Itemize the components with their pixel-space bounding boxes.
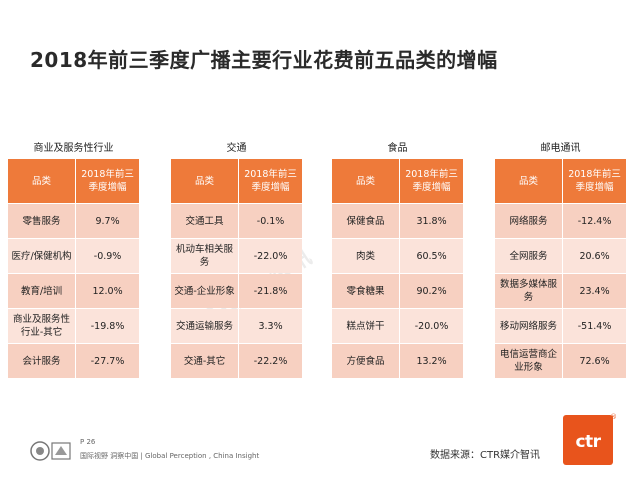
- column-header-growth: 2018年前三季度增幅: [563, 159, 626, 203]
- footer-tagline: 国际视野 洞察中国 | Global Perception , China In…: [80, 452, 260, 460]
- table-row: 数据多媒体服务 23.4%: [495, 274, 626, 308]
- table-row: 保健食品 31.8%: [332, 204, 463, 238]
- growth-cell: -0.9%: [76, 239, 139, 273]
- table-row: 医疗/保健机构 -0.9%: [8, 239, 139, 273]
- table-row: 会计服务 -27.7%: [8, 344, 139, 378]
- table-row: 教育/培训 12.0%: [8, 274, 139, 308]
- category-cell: 保健食品: [332, 204, 401, 238]
- category-cell: 医疗/保健机构: [8, 239, 77, 273]
- growth-cell: 3.3%: [239, 309, 302, 343]
- growth-cell: -27.7%: [76, 344, 139, 378]
- category-cell: 糕点饼干: [332, 309, 401, 343]
- page-number: P 26: [80, 438, 96, 446]
- category-cell: 方便食品: [332, 344, 401, 378]
- column-header-category: 品类: [8, 159, 77, 203]
- table-row: 零食糖果 90.2%: [332, 274, 463, 308]
- category-cell: 会计服务: [8, 344, 77, 378]
- table-caption: 邮电通讯: [540, 143, 581, 154]
- table-header-row: 品类 2018年前三季度增幅: [171, 159, 302, 203]
- table-caption: 交通: [226, 143, 247, 154]
- growth-cell: 20.6%: [563, 239, 626, 273]
- table-row: 商业及服务性行业-其它 -19.8%: [8, 309, 139, 343]
- column-header-growth: 2018年前三季度增幅: [239, 159, 302, 203]
- growth-cell: -20.0%: [400, 309, 463, 343]
- table-row: 交通工具 -0.1%: [171, 204, 302, 238]
- category-cell: 交通运输服务: [171, 309, 240, 343]
- growth-cell: -19.8%: [76, 309, 139, 343]
- table-header-row: 品类 2018年前三季度增幅: [8, 159, 139, 203]
- table-row: 网络服务 -12.4%: [495, 204, 626, 238]
- growth-cell: 9.7%: [76, 204, 139, 238]
- table-caption: 食品: [387, 143, 408, 154]
- table-header-row: 品类 2018年前三季度增幅: [495, 159, 626, 203]
- table-panel-telecom: 邮电通讯 品类 2018年前三季度增幅 网络服务 -12.4% 全网服务 20.…: [495, 140, 626, 379]
- category-cell: 机动车相关服务: [171, 239, 240, 273]
- growth-cell: 12.0%: [76, 274, 139, 308]
- growth-cell: -21.8%: [239, 274, 302, 308]
- column-header-growth: 2018年前三季度增幅: [76, 159, 139, 203]
- table-header-row: 品类 2018年前三季度增幅: [332, 159, 463, 203]
- growth-cell: 60.5%: [400, 239, 463, 273]
- growth-cell: -22.0%: [239, 239, 302, 273]
- table-panel-commerce: 商业及服务性行业 品类 2018年前三季度增幅 零售服务 9.7% 医疗/保健机…: [8, 140, 139, 379]
- category-cell: 肉类: [332, 239, 401, 273]
- category-cell: 移动网络服务: [495, 309, 564, 343]
- category-cell: 交通-企业形象: [171, 274, 240, 308]
- column-header-category: 品类: [332, 159, 401, 203]
- category-cell: 教育/培训: [8, 274, 77, 308]
- growth-cell: 90.2%: [400, 274, 463, 308]
- table-row: 电信运营商企业形象 72.6%: [495, 344, 626, 378]
- table-caption: 商业及服务性行业: [33, 143, 114, 154]
- growth-cell: -0.1%: [239, 204, 302, 238]
- category-cell: 交通-其它: [171, 344, 240, 378]
- table-row: 移动网络服务 -51.4%: [495, 309, 626, 343]
- category-cell: 电信运营商企业形象: [495, 344, 564, 378]
- column-header-category: 品类: [495, 159, 564, 203]
- column-header-growth: 2018年前三季度增幅: [400, 159, 463, 203]
- growth-cell: 31.8%: [400, 204, 463, 238]
- growth-cell: 23.4%: [563, 274, 626, 308]
- table-row: 交通运输服务 3.3%: [171, 309, 302, 343]
- registered-mark: ®: [610, 413, 617, 421]
- ctr-logo: ctr: [563, 415, 613, 465]
- growth-cell: 13.2%: [400, 344, 463, 378]
- category-cell: 全网服务: [495, 239, 564, 273]
- table-row: 机动车相关服务 -22.0%: [171, 239, 302, 273]
- growth-cell: -51.4%: [563, 309, 626, 343]
- growth-table: 品类 2018年前三季度增幅 保健食品 31.8% 肉类 60.5% 零食糖果 …: [332, 158, 463, 379]
- table-row: 交通-企业形象 -21.8%: [171, 274, 302, 308]
- category-cell: 商业及服务性行业-其它: [8, 309, 77, 343]
- growth-table: 品类 2018年前三季度增幅 交通工具 -0.1% 机动车相关服务 -22.0%…: [171, 158, 302, 379]
- category-cell: 数据多媒体服务: [495, 274, 564, 308]
- category-cell: 零售服务: [8, 204, 77, 238]
- growth-table: 品类 2018年前三季度增幅 零售服务 9.7% 医疗/保健机构 -0.9% 教…: [8, 158, 139, 379]
- category-cell: 零食糖果: [332, 274, 401, 308]
- table-panel-food: 食品 品类 2018年前三季度增幅 保健食品 31.8% 肉类 60.5% 零食…: [332, 140, 463, 379]
- table-row: 零售服务 9.7%: [8, 204, 139, 238]
- certification-seal-icon: [30, 441, 71, 461]
- growth-cell: -12.4%: [563, 204, 626, 238]
- table-row: 交通-其它 -22.2%: [171, 344, 302, 378]
- category-cell: 交通工具: [171, 204, 240, 238]
- growth-cell: -22.2%: [239, 344, 302, 378]
- growth-cell: 72.6%: [563, 344, 626, 378]
- page-title: 2018年前三季度广播主要行业花费前五品类的增幅: [30, 48, 498, 72]
- table-row: 肉类 60.5%: [332, 239, 463, 273]
- table-row: 方便食品 13.2%: [332, 344, 463, 378]
- category-cell: 网络服务: [495, 204, 564, 238]
- table-row: 糕点饼干 -20.0%: [332, 309, 463, 343]
- table-row: 全网服务 20.6%: [495, 239, 626, 273]
- table-panel-transport: 交通 品类 2018年前三季度增幅 交通工具 -0.1% 机动车相关服务 -22…: [171, 140, 302, 379]
- growth-table: 品类 2018年前三季度增幅 网络服务 -12.4% 全网服务 20.6% 数据…: [495, 158, 626, 379]
- column-header-category: 品类: [171, 159, 240, 203]
- data-source-note: 数据来源：CTR媒介智讯: [430, 450, 541, 461]
